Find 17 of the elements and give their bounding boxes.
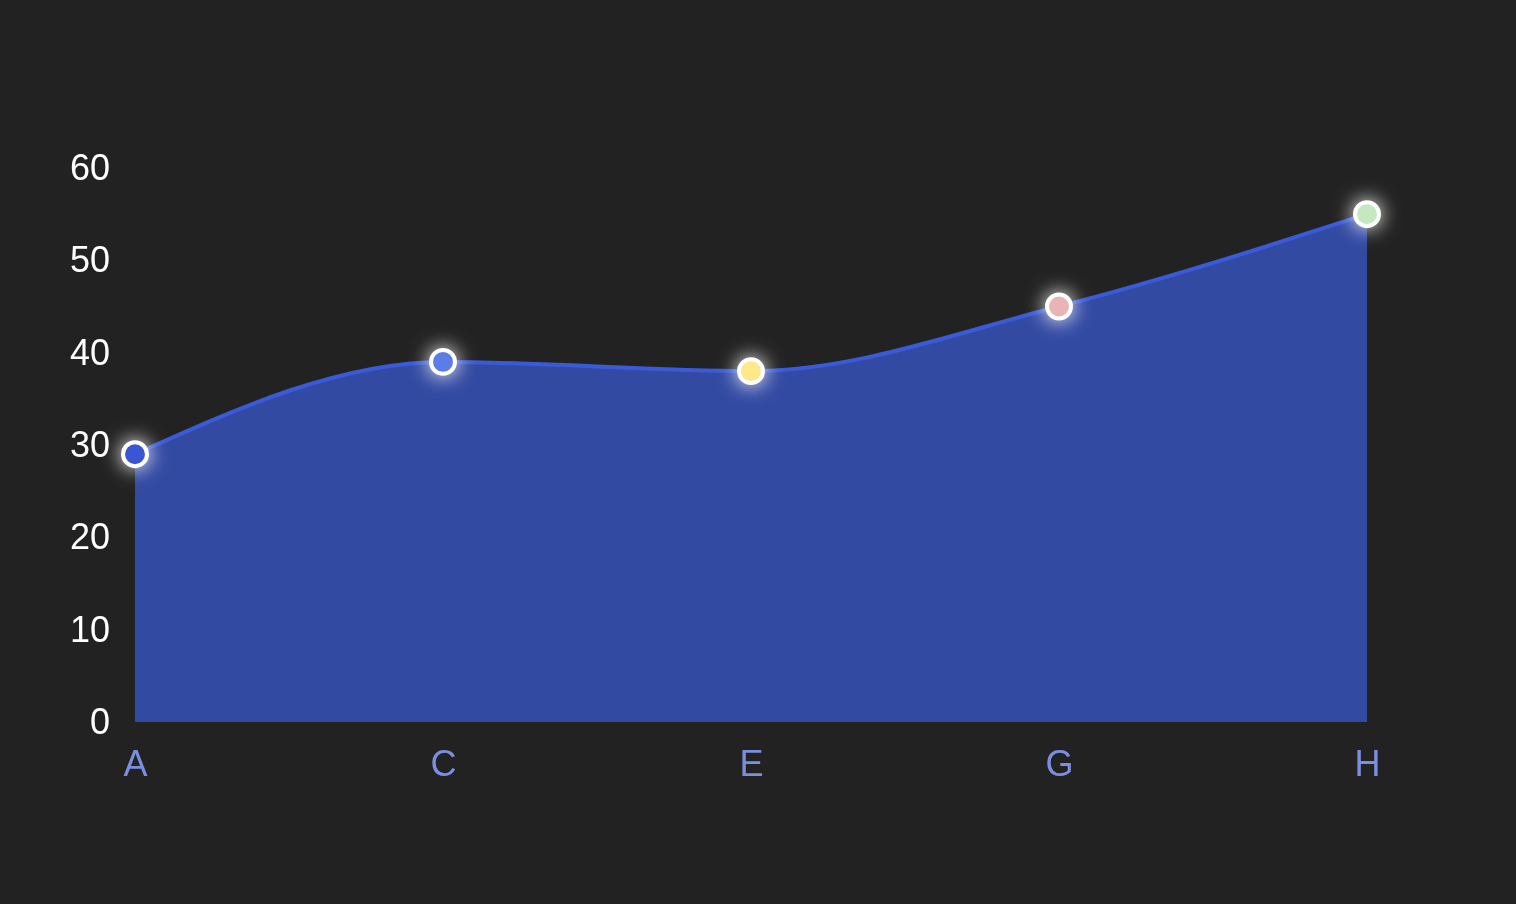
point bbox=[1353, 200, 1381, 229]
y-tick-label: 50 bbox=[69, 239, 110, 281]
point bbox=[1045, 292, 1073, 321]
y-tick-label: 0 bbox=[89, 701, 110, 743]
point bbox=[737, 357, 765, 386]
y-tick-label: 10 bbox=[69, 608, 110, 650]
x-tick-label: H bbox=[1354, 742, 1381, 784]
x-tick-label: E bbox=[739, 742, 764, 784]
x-tick-label: G bbox=[1045, 742, 1074, 784]
y-tick-label: 30 bbox=[69, 424, 110, 466]
point bbox=[121, 440, 149, 469]
y-tick-label: 20 bbox=[69, 516, 110, 558]
y-tick-label: 60 bbox=[69, 147, 110, 189]
x-tick-label: A bbox=[123, 742, 148, 784]
point bbox=[429, 347, 457, 376]
x-tick-label: C bbox=[430, 742, 457, 784]
y-tick-label: 40 bbox=[69, 331, 110, 373]
